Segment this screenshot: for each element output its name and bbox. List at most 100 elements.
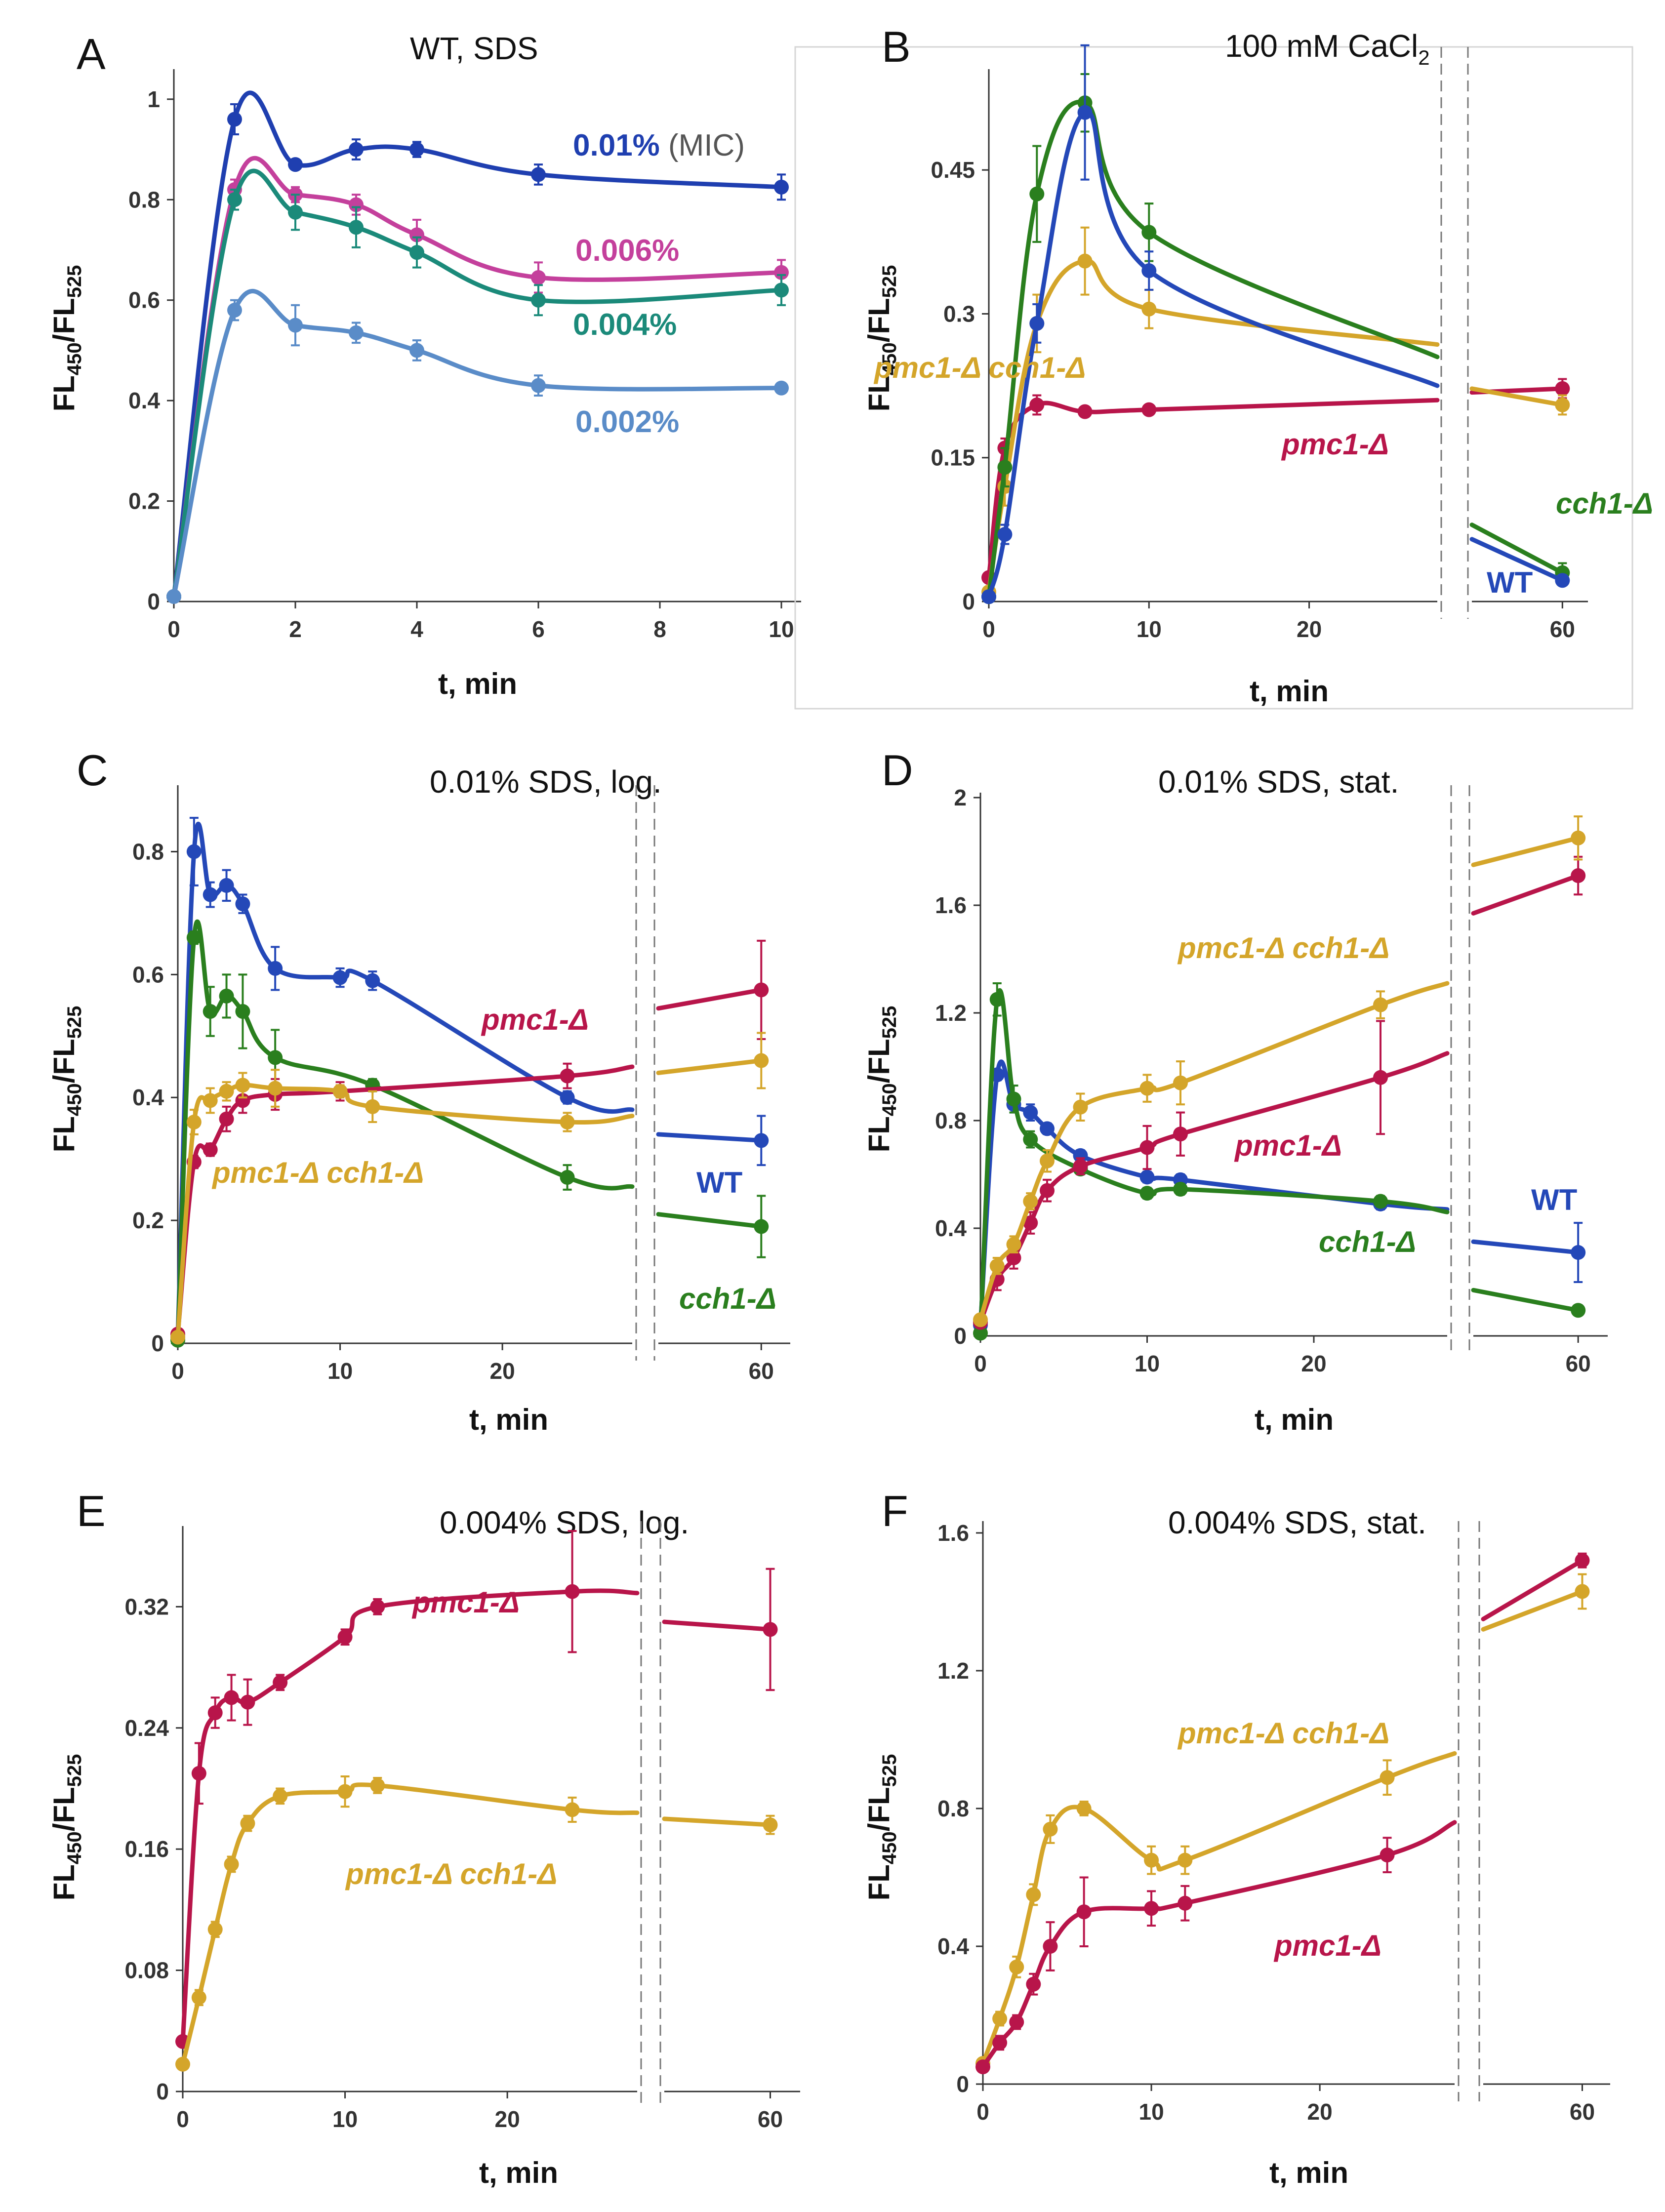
- series-pmc1-: [973, 855, 1586, 1330]
- data-point: [227, 112, 242, 127]
- series-line-tail: [662, 1619, 772, 1632]
- data-point: [1373, 1194, 1388, 1209]
- series-line: [175, 821, 635, 1340]
- x-tick-label: 0: [167, 616, 180, 642]
- data-point: [1380, 1848, 1395, 1863]
- data-point: [332, 970, 348, 985]
- series-pmc1-cch1-: [175, 1775, 778, 2072]
- y-axis-title: FL450/FL525: [862, 265, 900, 412]
- y-axis-title: FL450/FL525: [862, 1006, 900, 1153]
- data-point: [186, 844, 202, 859]
- data-point: [1076, 1904, 1092, 1920]
- data-point: [224, 1856, 239, 1872]
- series-label-text: pmc1-Δ: [1234, 1129, 1342, 1162]
- data-point: [531, 270, 546, 285]
- data-point: [1141, 402, 1157, 417]
- panel-frame: [794, 46, 1633, 710]
- x-tick-label: 6: [532, 616, 545, 642]
- x-tick-label: 10: [1137, 616, 1162, 642]
- series-label: pmc1-Δ cch1-Δ: [1177, 931, 1389, 965]
- series-label: 0.01% (MIC): [573, 128, 745, 162]
- series-line: [171, 156, 784, 599]
- data-point: [973, 1312, 988, 1327]
- data-point: [235, 896, 250, 912]
- data-point: [337, 1629, 353, 1645]
- data-point: [1141, 225, 1157, 240]
- series-label-text: pmc1-Δ cch1-Δ: [873, 351, 1086, 384]
- x-tick-label: 10: [769, 616, 794, 642]
- y-tick-label: 1.6: [937, 1520, 969, 1546]
- data-point: [992, 2035, 1008, 2051]
- series-label: pmc1-Δ: [1234, 1129, 1342, 1162]
- data-point: [227, 192, 242, 207]
- x-tick-label: 0: [976, 2099, 989, 2125]
- y-axis-title-part: /FL: [862, 1787, 895, 1831]
- data-point: [240, 1816, 255, 1831]
- series-line: [986, 398, 1440, 580]
- y-axis-title-part: FL: [47, 1864, 81, 1900]
- panel-f: F 0.004% SDS, stat. 0 0.4 0.8 1.2 1.6 0 10 20 60 t,…: [862, 1487, 1610, 2189]
- series-pmc1-: [975, 1552, 1590, 2075]
- series-label-suffix: (MIC): [660, 128, 745, 162]
- data-point: [1040, 1153, 1055, 1168]
- series-line-tail: [1481, 1558, 1584, 1621]
- data-point: [997, 527, 1013, 542]
- series-line: [986, 110, 1440, 599]
- y-axis-title: FL450/FL525: [47, 1006, 85, 1153]
- data-point: [219, 878, 234, 893]
- series-label-text: pmc1-Δ cch1-Δ: [211, 1156, 424, 1189]
- series-label-text: cch1-Δ: [679, 1282, 776, 1315]
- data-point: [754, 1219, 769, 1234]
- data-point: [288, 318, 303, 333]
- series-label-text: 0.004%: [573, 308, 677, 342]
- data-point: [337, 1784, 353, 1799]
- data-point: [409, 227, 424, 242]
- data-point: [1077, 105, 1093, 120]
- series-label-text: pmc1-Δ: [411, 1586, 520, 1619]
- series-line-tail: [1471, 1287, 1581, 1313]
- panel-d: D 0.01% SDS, stat.00.40.81.21.620 10 20 60t,…: [862, 746, 1608, 1436]
- data-point: [203, 1142, 218, 1157]
- data-point: [1173, 1126, 1188, 1142]
- data-point: [754, 982, 769, 998]
- series-label: cch1-Δ: [1556, 487, 1653, 520]
- data-point: [370, 1599, 385, 1614]
- y-tick-label: 0.8: [935, 1108, 967, 1133]
- series-cch1-: [973, 982, 1586, 1341]
- x-axis-title: t, min: [469, 1403, 548, 1436]
- data-point: [191, 1990, 206, 2005]
- data-point: [1571, 868, 1586, 884]
- series-line-tail: [1471, 836, 1581, 867]
- series-0-006-: [166, 156, 789, 604]
- data-point: [774, 265, 789, 280]
- y-tick-label: 0.8: [937, 1796, 969, 1821]
- y-axis-title-part: /FL: [47, 298, 81, 342]
- data-point: [1139, 1186, 1155, 1201]
- data-point: [1373, 1070, 1388, 1085]
- y-tick-label: 0.2: [132, 1207, 164, 1233]
- y-axis-title-sub: 525: [879, 1006, 900, 1039]
- data-point: [288, 157, 303, 172]
- series-line: [171, 168, 784, 599]
- series-pmc1-cch1-: [973, 815, 1586, 1327]
- series-line-tail: [1481, 1589, 1584, 1632]
- series-line: [980, 1751, 1457, 2066]
- series-label-text: WT: [1531, 1183, 1577, 1216]
- data-point: [1173, 1075, 1188, 1090]
- data-point: [1029, 397, 1045, 412]
- series-label: cch1-Δ: [679, 1282, 776, 1315]
- data-point: [409, 245, 424, 260]
- x-tick-label: 60: [1570, 2099, 1595, 2125]
- data-point: [975, 2059, 990, 2075]
- data-point: [365, 973, 380, 988]
- data-point: [997, 460, 1013, 475]
- data-point: [1571, 1245, 1586, 1260]
- data-point: [1043, 1821, 1058, 1837]
- y-axis-title-part: FL: [862, 1116, 895, 1152]
- y-axis-title-sub: 525: [64, 265, 85, 298]
- x-tick-label: 0: [982, 616, 995, 642]
- data-point: [175, 2056, 190, 2072]
- series-label: WT: [1487, 566, 1533, 599]
- data-point: [1144, 1901, 1159, 1916]
